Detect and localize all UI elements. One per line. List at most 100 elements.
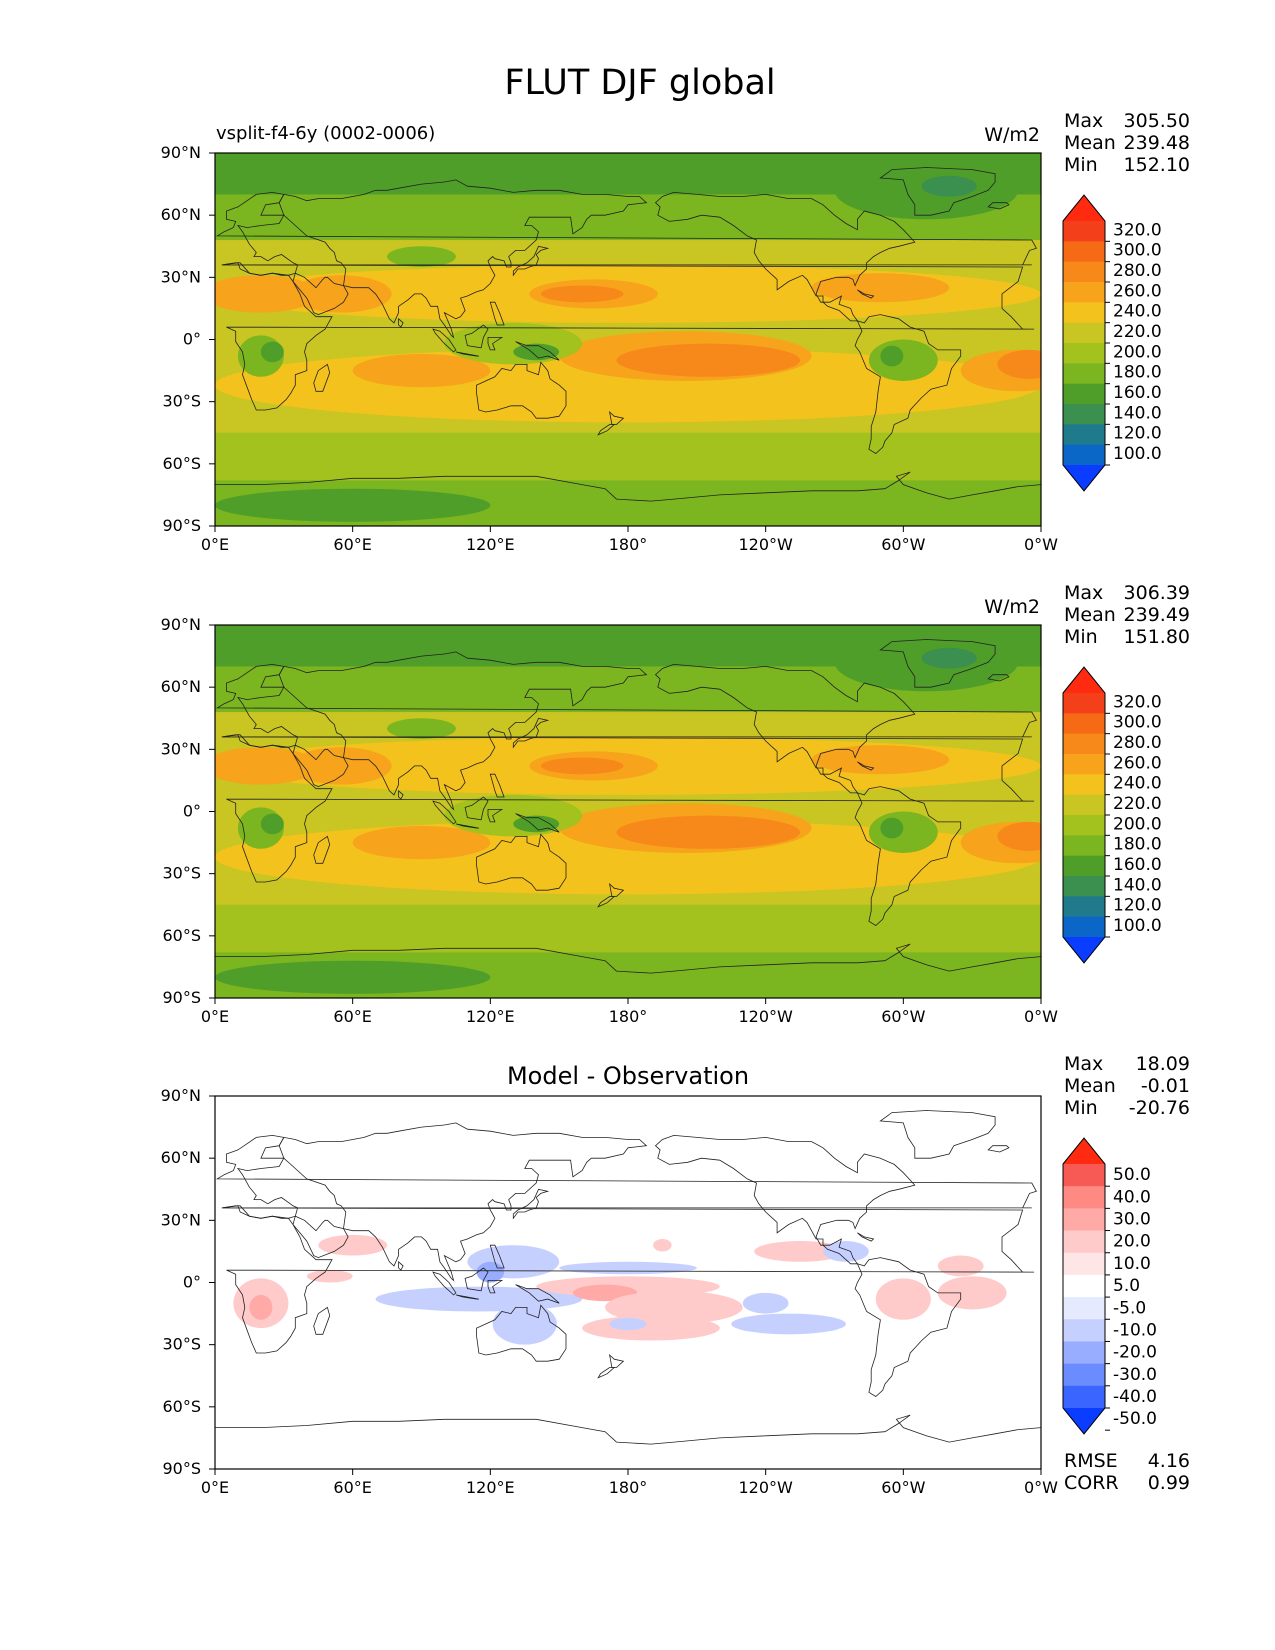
field-satl-core [997, 821, 1041, 851]
y-tick-label: 90°S [162, 516, 201, 535]
y-tick-label: 90°N [161, 1086, 201, 1105]
colorbar-tick-label: 100.0 [1113, 444, 1162, 464]
colorbar-level [1063, 916, 1105, 938]
colorbar-tick-label: 180.0 [1113, 835, 1162, 855]
colorbar-level [1063, 1164, 1105, 1187]
field-congo-core [260, 341, 284, 363]
colorbar-tick-label: 200.0 [1113, 342, 1162, 362]
y-tick-label: 0° [183, 1273, 201, 1292]
colorbar-level [1063, 835, 1105, 857]
coastline [608, 410, 625, 425]
field-congo-core [260, 813, 284, 835]
colorbar-tick-label: -5.0 [1113, 1298, 1146, 1318]
coastline [432, 800, 457, 825]
panel-title: Model - Observation [507, 1062, 749, 1090]
x-tick-label: 60°W [881, 1007, 925, 1026]
colorbar-extend-max [1063, 195, 1105, 221]
y-tick-label: 90°S [162, 1459, 201, 1478]
field-tibet [387, 718, 456, 739]
colorbar-tick-label: 120.0 [1113, 424, 1162, 444]
colorbar-tick-label: 5.0 [1113, 1276, 1140, 1296]
coastlines [215, 1110, 1041, 1445]
colorbar-level [1063, 774, 1105, 796]
coastline [487, 1280, 504, 1294]
field-satl-core [997, 349, 1041, 379]
colorbar-extend-max [1063, 1138, 1105, 1164]
colorbar-tick-label: 20.0 [1113, 1232, 1151, 1252]
colorbar-level [1063, 1363, 1105, 1387]
colorbar-extend-min [1063, 465, 1105, 491]
field-sahara [215, 747, 319, 785]
stat-value: 306.39 [1124, 582, 1190, 604]
field-amazon-core [880, 345, 904, 367]
y-tick-label: 60°N [161, 1148, 201, 1167]
colorbar-tick-label: 120.0 [1113, 896, 1162, 916]
x-tick-label: 120°E [466, 1478, 515, 1497]
stat-label: Min [1064, 626, 1098, 648]
y-tick-label: 30°N [161, 1210, 201, 1229]
field-spac-core [616, 815, 801, 849]
coastline [512, 1188, 550, 1220]
x-tick-label: 0°E [201, 535, 229, 554]
colorbar-level [1063, 1385, 1105, 1409]
field-npac-core [540, 285, 624, 303]
footer-label: CORR [1064, 1472, 1119, 1494]
stat-value: 18.09 [1136, 1053, 1190, 1075]
stat-label: Min [1064, 154, 1098, 176]
y-tick-label: 0° [183, 330, 201, 349]
colorbar-tick-label: -10.0 [1113, 1320, 1157, 1340]
colorbar-level [1063, 383, 1105, 405]
field-maritime [444, 322, 583, 365]
coastline [597, 1367, 616, 1379]
coastline [292, 744, 349, 788]
x-tick-label: 120°W [738, 1007, 793, 1026]
colorbar-tick-label: -40.0 [1113, 1387, 1157, 1407]
coastline [857, 1232, 875, 1242]
colorbar-tick-label: 220.0 [1113, 794, 1162, 814]
field-greenland-core [921, 175, 977, 197]
panel-subtitle: vsplit-f4-6y (0002-0006) [216, 123, 435, 144]
coastline [215, 471, 1041, 502]
diff-anomaly-10 [605, 1290, 743, 1324]
colorbar-level [1063, 241, 1105, 263]
coastline [476, 361, 567, 419]
stat-value: -0.01 [1141, 1075, 1190, 1097]
stat-value: 305.50 [1124, 110, 1190, 132]
field-amazon [868, 811, 938, 853]
coastline [515, 813, 560, 833]
colorbar-level [1063, 815, 1105, 836]
coastline [654, 1134, 916, 1265]
coastline [654, 191, 916, 322]
diff-anomaly-11 [582, 1315, 720, 1341]
x-tick-label: 180° [609, 1478, 648, 1497]
coastline [879, 639, 996, 688]
colorbar-tick-label: 280.0 [1113, 733, 1162, 753]
coastline [455, 823, 479, 829]
coastline [487, 809, 504, 823]
y-tick-label: 60°S [162, 926, 201, 945]
colorbar-level [1063, 1230, 1105, 1254]
x-tick-label: 120°E [466, 1007, 515, 1026]
stat-label: Max [1064, 1053, 1103, 1075]
colorbar-tick-label: 160.0 [1113, 855, 1162, 875]
diff-anomaly-14 [742, 1292, 789, 1314]
coastline [608, 1353, 625, 1368]
coastline [489, 1244, 505, 1269]
coastline [215, 1414, 1041, 1445]
field-antarctic-core [215, 488, 491, 522]
coastlines [215, 167, 1041, 502]
diff-anomaly-20 [653, 1238, 672, 1252]
y-tick-label: 60°N [161, 677, 201, 696]
colorbar-tick-label: 10.0 [1113, 1254, 1151, 1274]
colorbar-level [1063, 876, 1105, 897]
field-reference [215, 625, 1041, 998]
coastline [476, 833, 567, 891]
stat-label: Max [1064, 110, 1103, 132]
diff-anomaly-7 [492, 1303, 557, 1345]
field-sio-high [352, 354, 491, 388]
colorbar-tick-label: 260.0 [1113, 281, 1162, 301]
coastline [512, 717, 550, 749]
colorbar-level [1063, 221, 1105, 242]
colorbar-tick-label: 200.0 [1113, 814, 1162, 834]
